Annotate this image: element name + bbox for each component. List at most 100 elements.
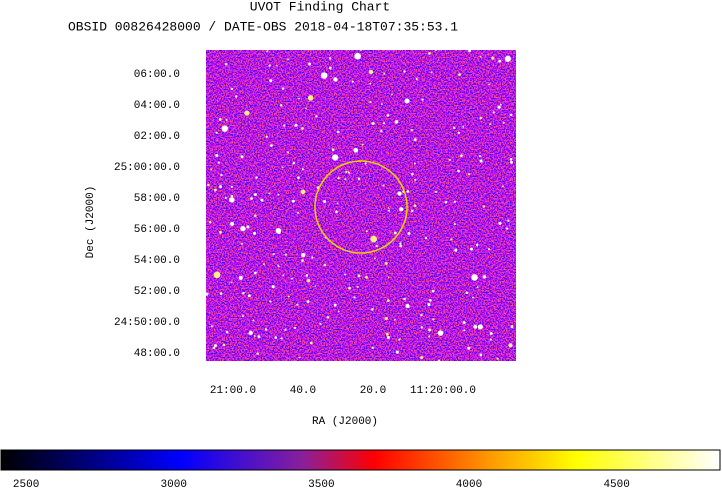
- star: [272, 252, 275, 255]
- star: [293, 326, 297, 330]
- star: [393, 231, 397, 235]
- star: [221, 125, 228, 132]
- star: [420, 313, 423, 317]
- star: [431, 289, 435, 293]
- star: [276, 64, 278, 67]
- star: [336, 202, 339, 205]
- y-tick-label: 02:00.0: [134, 131, 180, 143]
- star: [505, 227, 509, 230]
- star: [347, 171, 350, 174]
- star: [244, 110, 250, 116]
- star: [255, 176, 258, 179]
- star: [212, 346, 216, 350]
- star: [281, 166, 284, 169]
- star: [344, 178, 347, 181]
- star: [230, 194, 234, 198]
- star: [257, 335, 261, 338]
- star: [452, 126, 456, 130]
- star: [365, 230, 368, 233]
- star: [458, 73, 461, 76]
- star: [283, 124, 286, 127]
- star: [301, 126, 304, 130]
- star: [240, 155, 244, 159]
- star: [497, 105, 501, 109]
- star: [217, 161, 220, 164]
- star: [482, 205, 486, 208]
- star: [238, 275, 243, 280]
- star: [314, 285, 317, 287]
- star: [499, 103, 502, 106]
- star: [242, 291, 245, 295]
- star: [271, 285, 275, 289]
- star: [428, 328, 431, 332]
- star: [305, 107, 307, 110]
- star: [219, 230, 222, 234]
- star: [502, 121, 505, 124]
- star: [345, 170, 348, 173]
- star: [250, 197, 253, 200]
- star: [306, 300, 310, 304]
- star: [348, 286, 352, 290]
- star: [269, 300, 272, 303]
- star: [384, 316, 388, 321]
- star: [218, 185, 222, 188]
- star: [407, 231, 411, 235]
- colorbar-tick-label: 3000: [161, 479, 187, 489]
- y-axis-label: Dec (J2000): [85, 186, 97, 259]
- star: [298, 356, 301, 359]
- star: [380, 103, 383, 105]
- star: [477, 324, 483, 330]
- star: [246, 225, 250, 229]
- star: [399, 244, 403, 248]
- star: [333, 303, 337, 307]
- star: [351, 80, 354, 83]
- star: [354, 52, 361, 60]
- star: [328, 66, 332, 70]
- star: [498, 221, 502, 225]
- star: [215, 131, 218, 134]
- star: [290, 277, 293, 280]
- star: [450, 238, 453, 241]
- star: [331, 148, 335, 152]
- star: [252, 319, 255, 322]
- star: [510, 160, 513, 164]
- star: [453, 200, 456, 204]
- star: [491, 56, 495, 60]
- x-tick-label: 11:20:00.0: [410, 385, 476, 397]
- star: [387, 276, 390, 279]
- star: [337, 310, 340, 313]
- star: [306, 278, 311, 283]
- y-tick-label: 56:00.0: [134, 224, 180, 236]
- star: [504, 55, 511, 62]
- star: [281, 87, 285, 90]
- star: [308, 62, 312, 66]
- star: [428, 52, 431, 55]
- star: [291, 199, 295, 203]
- star: [357, 274, 361, 278]
- star: [375, 244, 378, 248]
- star: [482, 275, 487, 279]
- star: [337, 177, 340, 180]
- star: [492, 111, 495, 114]
- star: [509, 113, 513, 117]
- star: [460, 154, 463, 158]
- star: [370, 235, 378, 243]
- star: [404, 98, 410, 104]
- star: [469, 247, 473, 251]
- star: [294, 123, 298, 127]
- star: [320, 72, 328, 79]
- star: [300, 259, 304, 262]
- star: [369, 100, 372, 104]
- sky-image: [206, 50, 516, 361]
- star: [274, 336, 278, 339]
- star: [328, 57, 332, 60]
- star: [509, 158, 513, 161]
- star: [444, 200, 448, 204]
- star: [326, 316, 330, 319]
- star: [488, 248, 491, 251]
- star: [478, 155, 481, 158]
- star: [269, 79, 273, 83]
- star: [479, 353, 483, 357]
- star: [479, 159, 483, 163]
